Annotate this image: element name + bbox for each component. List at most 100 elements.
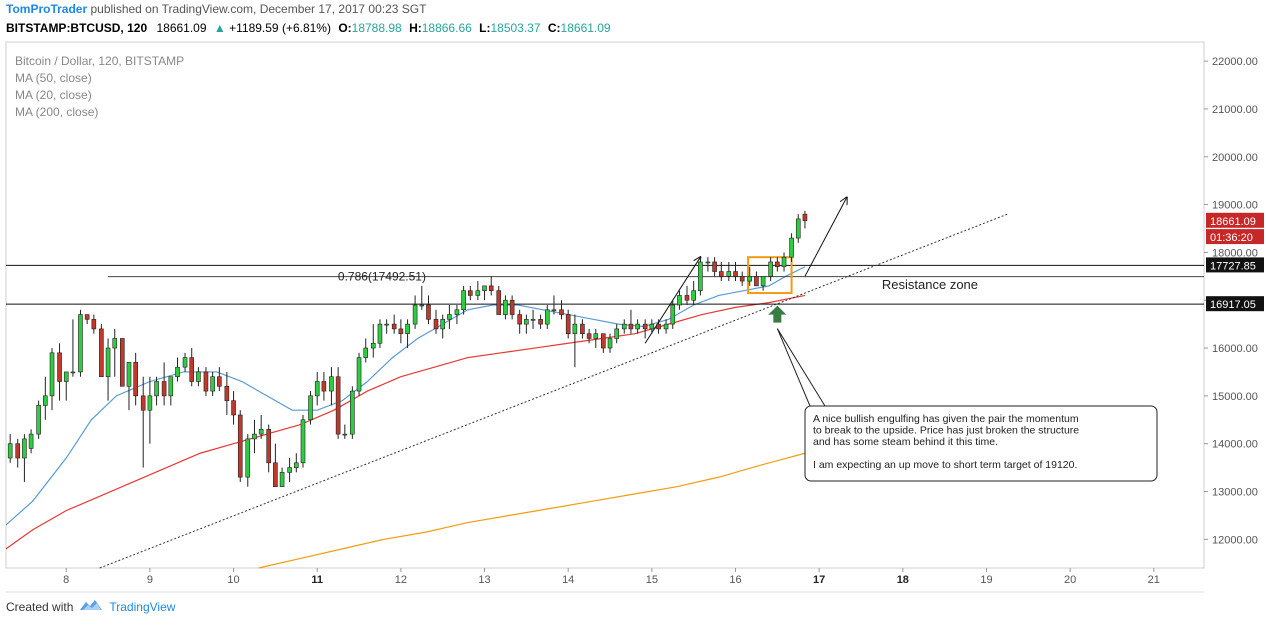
candle-body [161, 381, 167, 397]
bull-candle [698, 257, 703, 296]
bear-candle [509, 295, 515, 320]
bull-candle [22, 434, 27, 482]
candle-body [252, 433, 257, 440]
y-tick-label: 18000.00 [1212, 247, 1258, 259]
candle-body [482, 285, 487, 291]
close-value: 18661.09 [560, 21, 611, 35]
bull-candle [377, 319, 383, 349]
bear-candle [802, 210, 808, 229]
candle-body [705, 261, 711, 264]
candle-body [718, 271, 724, 277]
candle-body [126, 362, 132, 387]
legend-ma20: MA (20, close) [15, 88, 92, 102]
support-level-label: 16917.05 [1210, 299, 1256, 311]
bear-candle [433, 309, 439, 334]
candle-body [91, 319, 97, 330]
candle-body [551, 309, 557, 312]
bull-candle [795, 214, 801, 243]
candle-body [391, 323, 397, 330]
bull-candle [329, 367, 334, 406]
candle-body [384, 323, 389, 326]
tradingview-link[interactable]: TradingView [109, 599, 176, 614]
bull-candle [370, 324, 376, 358]
candle-body [405, 323, 410, 334]
candle-body [7, 443, 13, 459]
candle-body [781, 256, 787, 268]
y-axis[interactable]: 12000.00 13000.00 14000.00 15000.00 16000.00… [1204, 56, 1264, 546]
candle-body [154, 381, 159, 397]
bear-candle [538, 314, 543, 329]
bear-candle [224, 371, 230, 415]
bull-candle [78, 309, 83, 377]
symbol-label: BITSTAMP:BTCUSD, 120 [6, 21, 148, 35]
candle-body [572, 323, 578, 334]
candle-body [22, 438, 27, 459]
moving-averages [5, 266, 806, 569]
candle-body [43, 395, 48, 406]
bull-candle [503, 295, 508, 320]
bull-candle [440, 314, 446, 339]
bear-candle [15, 438, 21, 468]
callout-text-line: A nice bullish engulfing has given the p… [813, 413, 1079, 425]
bear-candle [656, 319, 661, 334]
candle-body [580, 323, 585, 334]
candle-body [447, 314, 452, 320]
candle-body [768, 261, 773, 277]
bull-candle [168, 376, 174, 406]
legend-ma50: MA (50, close) [15, 71, 92, 85]
low-value: 18503.37 [490, 21, 541, 35]
candle-body [760, 276, 766, 287]
x-axis[interactable]: 8 9 10 11 12 13 14 15 16 17 18 19 20 21 [6, 568, 1204, 593]
high-label: H: [409, 21, 422, 35]
candle-body [621, 323, 627, 330]
bull-candle [691, 281, 696, 305]
candle-body [565, 314, 571, 334]
bear-candle [266, 424, 271, 473]
bull-candle [635, 319, 640, 334]
candle-body [398, 328, 404, 334]
candle-body [649, 323, 655, 330]
candle-body [99, 328, 104, 378]
candle-body [635, 323, 640, 330]
candle-body [112, 338, 118, 349]
bear-candle [488, 276, 494, 296]
candle-body [607, 338, 613, 349]
candle-body [140, 395, 146, 411]
bull-candle [287, 458, 292, 482]
bull-candle [454, 305, 460, 325]
bull-candle [147, 376, 153, 444]
y-tick-label: 13000.00 [1212, 486, 1258, 498]
last-price: 18661.09 [156, 21, 207, 35]
candle-body [321, 381, 327, 392]
bull-candle [447, 305, 452, 329]
candle-body [70, 371, 76, 374]
bull-candle [705, 257, 711, 272]
x-tick-label: 14 [562, 574, 574, 586]
candle-body [273, 462, 278, 488]
candle-body [293, 462, 299, 468]
callout-text-line: and has some steam behind it this time. [813, 436, 998, 448]
author-link[interactable]: TomProTrader [6, 2, 88, 16]
publish-info: published on TradingView.com, December 1… [87, 2, 427, 16]
candle-body [530, 319, 536, 321]
candle-body [454, 309, 460, 315]
candle-body [544, 309, 550, 325]
bull-candle [544, 305, 550, 329]
bull-candle [572, 314, 578, 368]
bear-candle [628, 309, 634, 334]
bear-candle [57, 343, 62, 401]
bull-candle [363, 338, 369, 363]
bull-candle [70, 319, 76, 377]
candle-body [509, 299, 515, 315]
bull-candle [36, 400, 41, 439]
candle-body [739, 276, 745, 282]
bull-candle [412, 295, 418, 329]
candle-body [119, 338, 125, 387]
bear-candle [559, 300, 564, 320]
bear-candle [642, 319, 648, 339]
bull-candle [726, 261, 732, 282]
bull-candle [126, 362, 132, 411]
bull-candle [621, 319, 627, 334]
